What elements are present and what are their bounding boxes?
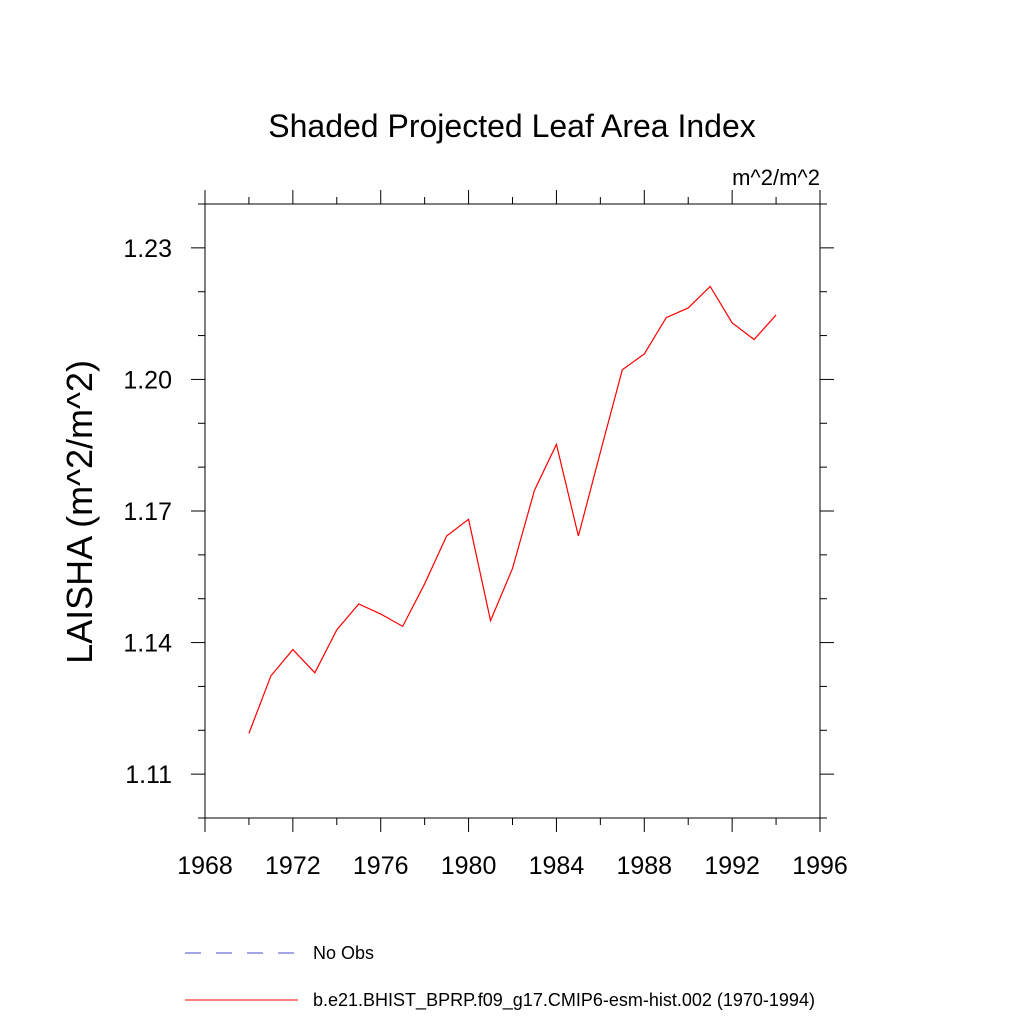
- legend-label: No Obs: [313, 943, 374, 963]
- y-tick-label: 1.17: [123, 498, 172, 526]
- units-label: m^2/m^2: [732, 165, 820, 190]
- chart-title: Shaded Projected Leaf Area Index: [268, 108, 755, 144]
- y-tick-label: 1.20: [123, 366, 172, 394]
- plot-frame: [204, 203, 821, 819]
- legend: No Obs b.e21.BHIST_BPRP.f09_g17.CMIP6-esm…: [185, 943, 815, 1011]
- x-tick-label: 1984: [529, 852, 585, 880]
- x-tick-label: 1988: [616, 852, 672, 880]
- x-tick-label: 1972: [265, 852, 321, 880]
- x-axis: 1968 1972 1976 1980 1984 1988 1992 1996: [177, 190, 848, 880]
- y-tick-label: 1.11: [125, 761, 172, 789]
- y-axis: 1.11 1.14 1.17 1.20 1.23: [123, 203, 834, 819]
- x-tick-label: 1992: [704, 852, 760, 880]
- series-layer: [248, 285, 777, 734]
- x-tick-label: 1996: [792, 852, 848, 880]
- legend-label: b.e21.BHIST_BPRP.f09_g17.CMIP6-esm-hist.…: [313, 990, 815, 1011]
- y-tick-label: 1.23: [123, 235, 172, 263]
- x-tick-label: 1976: [353, 852, 409, 880]
- x-tick-label: 1968: [177, 852, 233, 880]
- y-axis-label: LAISHA (m^2/m^2): [59, 360, 100, 664]
- series-line: [248, 285, 777, 734]
- y-tick-label: 1.14: [123, 630, 172, 658]
- x-tick-label: 1980: [441, 852, 497, 880]
